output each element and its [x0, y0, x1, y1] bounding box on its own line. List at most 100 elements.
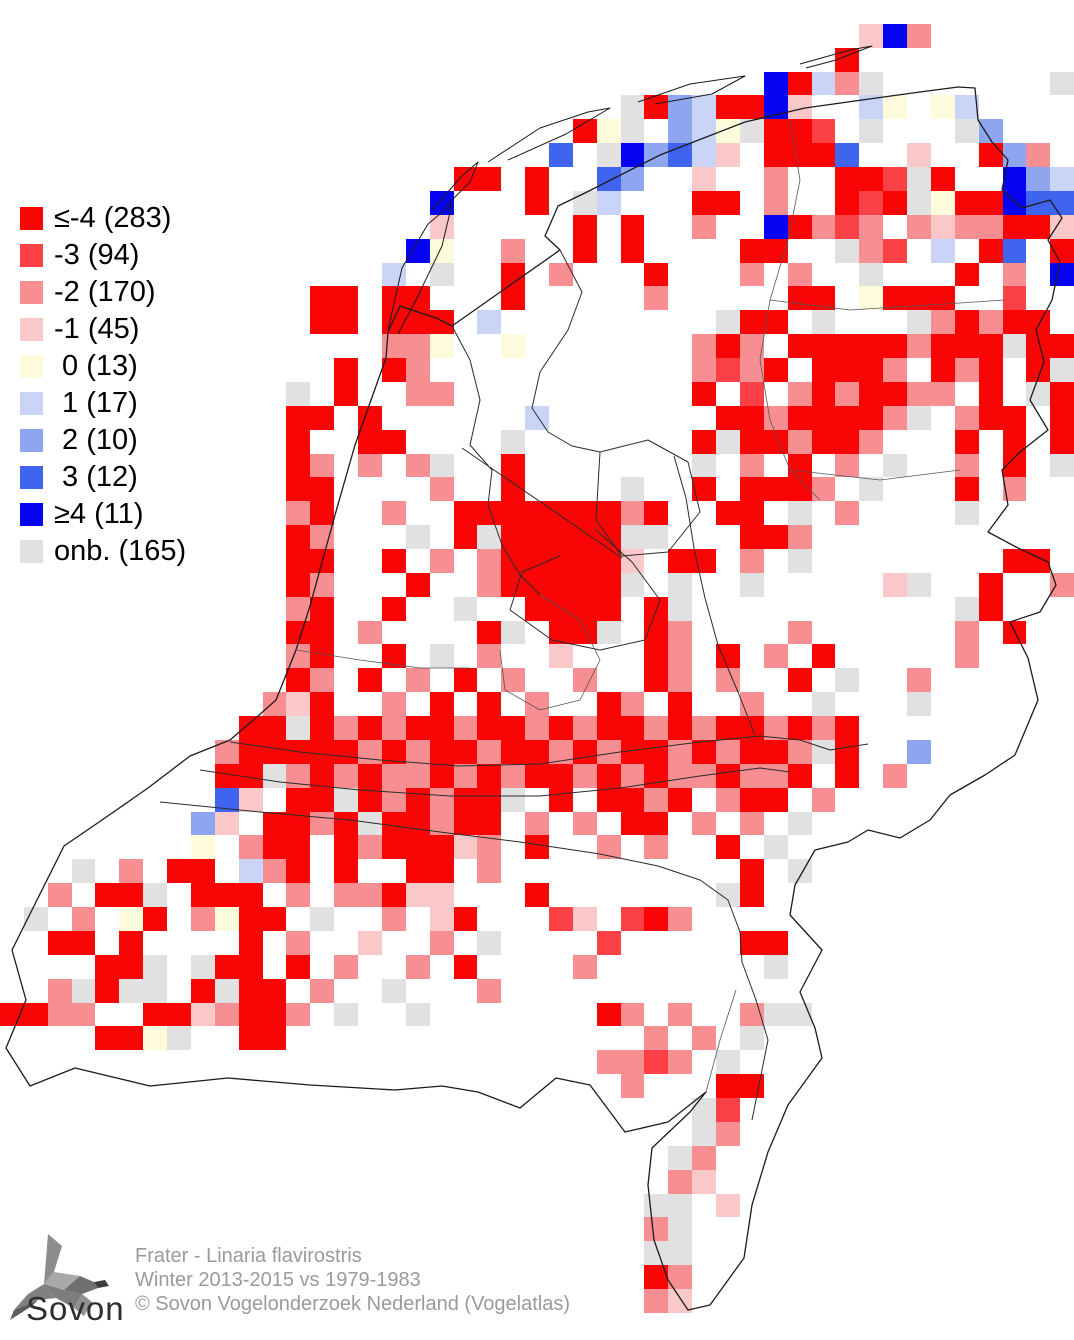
grid-cell: [382, 549, 406, 573]
grid-cell: [597, 835, 621, 859]
grid-cell: [334, 740, 358, 764]
grid-cell: [549, 788, 573, 812]
grid-cell: [859, 95, 883, 119]
grid-cell: [477, 788, 501, 812]
grid-cell: [406, 883, 430, 907]
grid-cell: [525, 406, 549, 430]
grid-cell: [310, 286, 334, 310]
grid-cell: [477, 549, 501, 573]
grid-cell: [286, 573, 310, 597]
grid-cell: [191, 979, 215, 1003]
grid-cell: [835, 72, 859, 95]
grid-cell: [191, 883, 215, 907]
grid-cell: [215, 883, 239, 907]
grid-cell: [525, 692, 549, 716]
grid-cell: [740, 501, 764, 525]
grid-cell: [668, 644, 692, 668]
grid-cell: [1050, 263, 1074, 286]
grid-cell: [239, 788, 263, 812]
grid-cell: [286, 454, 310, 477]
grid-cell: [310, 573, 334, 597]
grid-cell: [454, 167, 477, 191]
grid-cell: [334, 859, 358, 883]
grid-cell: [477, 692, 501, 716]
grid-cell: [621, 740, 644, 764]
grid-cell: [597, 716, 621, 740]
grid-cell: [191, 812, 215, 835]
grid-cell: [692, 430, 716, 454]
grid-cell: [1050, 382, 1074, 406]
grid-cell: [358, 883, 382, 907]
grid-cell: [955, 310, 979, 334]
grid-cell: [1003, 263, 1026, 286]
legend-label: 2 (10): [54, 424, 138, 456]
grid-cell: [430, 454, 454, 477]
grid-cell: [692, 1122, 716, 1146]
grid-cell: [644, 907, 668, 931]
grid-cell: [286, 788, 310, 812]
grid-cell: [310, 477, 334, 501]
grid-cell: [382, 883, 406, 907]
grid-cell: [812, 477, 835, 501]
grid-cell: [239, 883, 263, 907]
grid-cell: [286, 430, 310, 454]
grid-cell: [358, 668, 382, 692]
grid-cell: [477, 812, 501, 835]
grid-cell: [644, 644, 668, 668]
grid-cell: [979, 597, 1003, 621]
grid-cell: [358, 406, 382, 430]
grid-cell: [1003, 215, 1026, 239]
grid-cell: [764, 191, 788, 215]
grid-cell: [430, 764, 454, 788]
grid-cell: [644, 143, 668, 167]
grid-cell: [740, 406, 764, 430]
grid-cell: [95, 955, 119, 979]
grid-cell: [382, 286, 406, 310]
grid-cell: [263, 1026, 286, 1050]
grid-cell: [430, 644, 454, 668]
grid-cell: [740, 931, 764, 955]
grid-cell: [740, 382, 764, 406]
grid-cell: [835, 764, 859, 788]
grid-cell: [477, 167, 501, 191]
grid-cell: [501, 501, 621, 525]
grid-cell: [263, 716, 286, 740]
grid-cell: [692, 740, 716, 764]
grid-cell: [621, 525, 644, 549]
grid-cell: [883, 167, 907, 191]
grid-cell: [454, 716, 477, 740]
grid-cell: [334, 382, 358, 406]
grid-cell: [310, 716, 334, 740]
grid-cell: [286, 644, 310, 668]
grid-cell: [525, 191, 549, 215]
grid-cell: [1050, 239, 1074, 263]
grid-cell: [286, 740, 310, 764]
grid-cell: [334, 835, 358, 859]
legend-swatch: [20, 429, 43, 452]
grid-cell: [788, 501, 812, 525]
grid-cell: [859, 477, 883, 501]
grid-cell: [286, 764, 310, 788]
grid-cell: [812, 286, 835, 310]
grid-cell: [382, 358, 406, 382]
grid-cell: [310, 549, 334, 573]
grid-cell: [621, 1074, 644, 1098]
grid-cell: [454, 955, 477, 979]
grid-cell: [764, 406, 788, 430]
grid-cell: [501, 454, 525, 477]
legend-swatch: [20, 392, 43, 415]
grid-cell: [406, 764, 430, 788]
legend-swatch: [20, 540, 43, 563]
legend-label: 3 (12): [54, 461, 138, 493]
grid-cell: [931, 167, 955, 191]
grid-cell: [310, 597, 334, 621]
grid-cell: [358, 454, 382, 477]
grid-cell: [310, 764, 334, 788]
grid-cell: [1026, 358, 1050, 382]
grid-cell: [835, 716, 859, 740]
grid-cell: [955, 621, 979, 644]
map-captions: Frater - Linaria flavirostris Winter 201…: [135, 1244, 570, 1316]
grid-cell: [716, 668, 740, 692]
legend-label: -1 (45): [54, 313, 140, 345]
grid-cell: [716, 835, 740, 859]
